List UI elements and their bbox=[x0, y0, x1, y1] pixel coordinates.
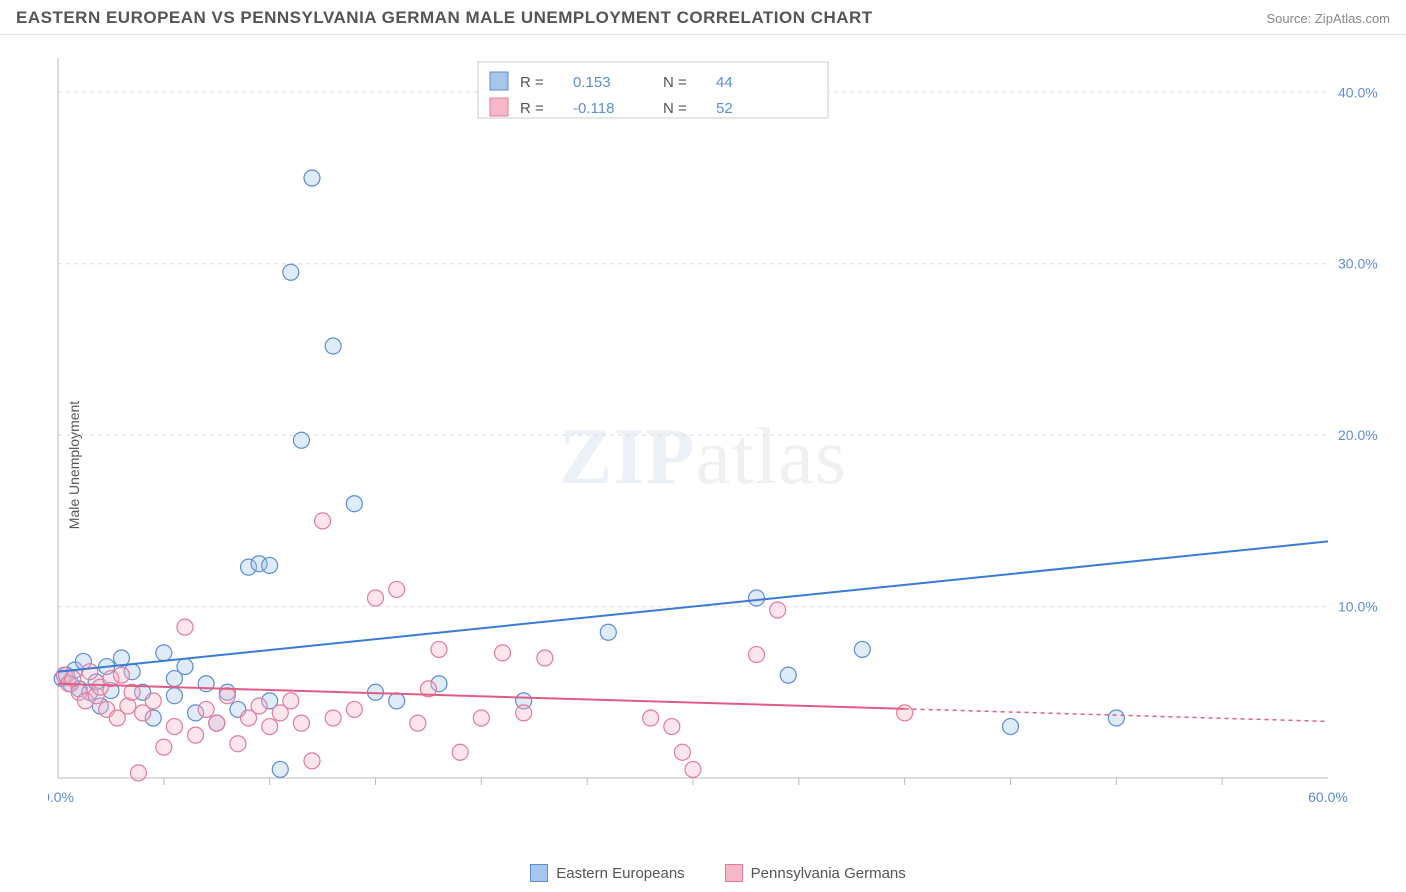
data-point bbox=[315, 513, 331, 529]
data-point bbox=[293, 432, 309, 448]
chart-header: EASTERN EUROPEAN VS PENNSYLVANIA GERMAN … bbox=[0, 0, 1406, 35]
data-point bbox=[452, 744, 468, 760]
data-point bbox=[537, 650, 553, 666]
scatter-plot: 10.0% 20.0% 30.0% 40.0% 0.0% 60.0% R = 0.153 N =… bbox=[48, 38, 1388, 848]
data-point bbox=[272, 761, 288, 777]
data-point bbox=[262, 557, 278, 573]
trend-line bbox=[58, 684, 905, 709]
data-point bbox=[198, 676, 214, 692]
data-point bbox=[283, 264, 299, 280]
data-point bbox=[325, 338, 341, 354]
data-point bbox=[325, 710, 341, 726]
data-point bbox=[114, 650, 130, 666]
data-point bbox=[156, 645, 172, 661]
data-point bbox=[1108, 710, 1124, 726]
data-point bbox=[145, 693, 161, 709]
data-point bbox=[664, 719, 680, 735]
chart-source: Source: ZipAtlas.com bbox=[1266, 11, 1390, 26]
data-point bbox=[156, 739, 172, 755]
y-tick-label: 10.0% bbox=[1338, 599, 1378, 615]
stats-swatch bbox=[490, 72, 508, 90]
data-point bbox=[749, 647, 765, 663]
stats-r-label: R = bbox=[520, 74, 544, 91]
data-point bbox=[219, 688, 235, 704]
data-point bbox=[389, 693, 405, 709]
stats-n-label: N = bbox=[663, 74, 687, 91]
stats-r-label: R = bbox=[520, 100, 544, 117]
data-point bbox=[166, 671, 182, 687]
legend-label: Pennsylvania Germans bbox=[751, 865, 906, 882]
data-point bbox=[114, 667, 130, 683]
data-point bbox=[770, 602, 786, 618]
x-tick-label: 60.0% bbox=[1308, 789, 1348, 805]
data-point bbox=[854, 641, 870, 657]
data-point bbox=[780, 667, 796, 683]
data-point bbox=[1003, 719, 1019, 735]
data-point bbox=[685, 761, 701, 777]
stats-swatch bbox=[490, 98, 508, 116]
data-point bbox=[262, 719, 278, 735]
data-point bbox=[82, 664, 98, 680]
stats-n-label: N = bbox=[663, 100, 687, 117]
legend-item: Pennsylvania Germans bbox=[725, 864, 906, 882]
bottom-legend: Eastern Europeans Pennsylvania Germans bbox=[48, 864, 1388, 882]
data-point bbox=[304, 753, 320, 769]
data-point bbox=[389, 581, 405, 597]
legend-label: Eastern Europeans bbox=[556, 865, 684, 882]
data-point bbox=[198, 701, 214, 717]
chart-area: Male Unemployment ZIPatlas 10.0%20.0%30.… bbox=[0, 38, 1406, 892]
stats-r-value: 0.153 bbox=[573, 74, 611, 91]
data-point bbox=[166, 719, 182, 735]
data-point bbox=[283, 693, 299, 709]
data-point bbox=[749, 590, 765, 606]
data-point bbox=[177, 619, 193, 635]
stats-r-value: -0.118 bbox=[573, 100, 614, 117]
data-point bbox=[431, 641, 447, 657]
y-tick-label: 20.0% bbox=[1338, 427, 1378, 443]
data-point bbox=[410, 715, 426, 731]
data-point bbox=[304, 170, 320, 186]
data-point bbox=[368, 590, 384, 606]
y-tick-label: 40.0% bbox=[1338, 84, 1378, 100]
stats-n-value: 44 bbox=[716, 74, 733, 91]
data-point bbox=[346, 701, 362, 717]
data-point bbox=[230, 736, 246, 752]
data-point bbox=[473, 710, 489, 726]
data-point bbox=[495, 645, 511, 661]
data-point bbox=[293, 715, 309, 731]
data-point bbox=[516, 705, 532, 721]
data-point bbox=[643, 710, 659, 726]
x-tick-label: 0.0% bbox=[48, 789, 74, 805]
data-point bbox=[897, 705, 913, 721]
data-point bbox=[251, 698, 267, 714]
data-point bbox=[209, 715, 225, 731]
y-tick-label: 30.0% bbox=[1338, 256, 1378, 272]
chart-title: EASTERN EUROPEAN VS PENNSYLVANIA GERMAN … bbox=[16, 8, 873, 28]
data-point bbox=[674, 744, 690, 760]
stats-n-value: 52 bbox=[716, 100, 733, 117]
legend-swatch bbox=[725, 864, 743, 882]
data-point bbox=[130, 765, 146, 781]
data-point bbox=[346, 496, 362, 512]
data-point bbox=[600, 624, 616, 640]
data-point bbox=[188, 727, 204, 743]
legend-swatch bbox=[530, 864, 548, 882]
data-point bbox=[166, 688, 182, 704]
legend-item: Eastern Europeans bbox=[530, 864, 684, 882]
